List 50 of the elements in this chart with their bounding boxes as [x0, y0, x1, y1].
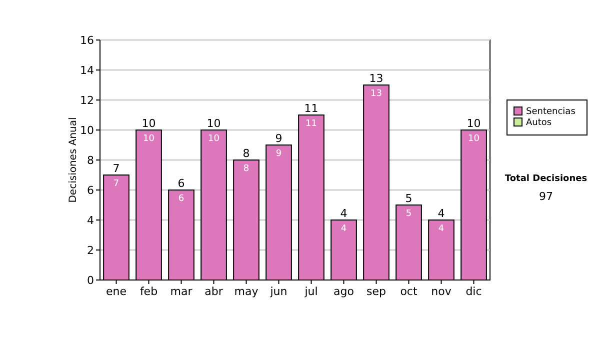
legend-label: Sentencias — [526, 107, 576, 117]
data-label: 6 — [178, 194, 184, 204]
x-tick-label: jun — [269, 285, 288, 298]
data-label: 11 — [306, 119, 317, 129]
data-label: 10 — [143, 134, 155, 144]
data-label: 9 — [276, 149, 282, 159]
data-label: 8 — [243, 164, 250, 174]
x-tick-label: dic — [466, 285, 482, 298]
data-label: 7 — [113, 179, 120, 189]
y-tick-label: 0 — [87, 274, 94, 287]
total-label: 11 — [304, 102, 318, 115]
total-label: 8 — [242, 147, 250, 160]
total-label: 7 — [112, 162, 120, 175]
y-tick-label: 16 — [80, 34, 94, 47]
x-tick-label: oct — [400, 285, 418, 298]
x-tick-label: sep — [366, 285, 386, 298]
total-label: 5 — [405, 192, 412, 205]
y-tick-label: 6 — [87, 184, 94, 197]
total-label: 10 — [466, 117, 481, 130]
data-label: 13 — [370, 89, 382, 99]
y-tick-label: 14 — [80, 64, 94, 77]
x-tick-label: mar — [170, 285, 193, 298]
data-label: 4 — [340, 224, 347, 234]
data-label: 4 — [438, 224, 444, 234]
x-tick-label: feb — [140, 285, 158, 298]
x-tick-label: jul — [304, 285, 318, 298]
y-tick-label: 12 — [80, 94, 94, 107]
legend-label: Autos — [526, 118, 552, 128]
total-label: 10 — [206, 117, 221, 130]
x-tick-label: nov — [431, 285, 452, 298]
total-label: 6 — [178, 177, 185, 190]
y-tick-label: 4 — [87, 214, 94, 227]
y-tick-label: 10 — [80, 124, 94, 137]
y-axis-title: Decisiones Anual — [68, 117, 79, 203]
y-tick-label: 2 — [87, 244, 94, 257]
data-label: 10 — [468, 134, 480, 144]
text: Total Decisiones — [504, 174, 588, 184]
x-tick-label: ago — [334, 285, 354, 298]
text: 97 — [539, 190, 553, 203]
total-label: 4 — [438, 207, 445, 220]
x-tick-label: ene — [106, 285, 127, 298]
x-tick-label: may — [234, 285, 259, 298]
y-tick-label: 8 — [87, 154, 94, 167]
total-label: 4 — [340, 207, 348, 220]
data-label: 10 — [208, 134, 220, 144]
data-label: 5 — [406, 209, 412, 219]
total-label: 10 — [142, 117, 156, 130]
x-tick-label: abr — [204, 285, 224, 298]
total-label: 13 — [369, 72, 384, 85]
total-label: 9 — [275, 132, 282, 145]
